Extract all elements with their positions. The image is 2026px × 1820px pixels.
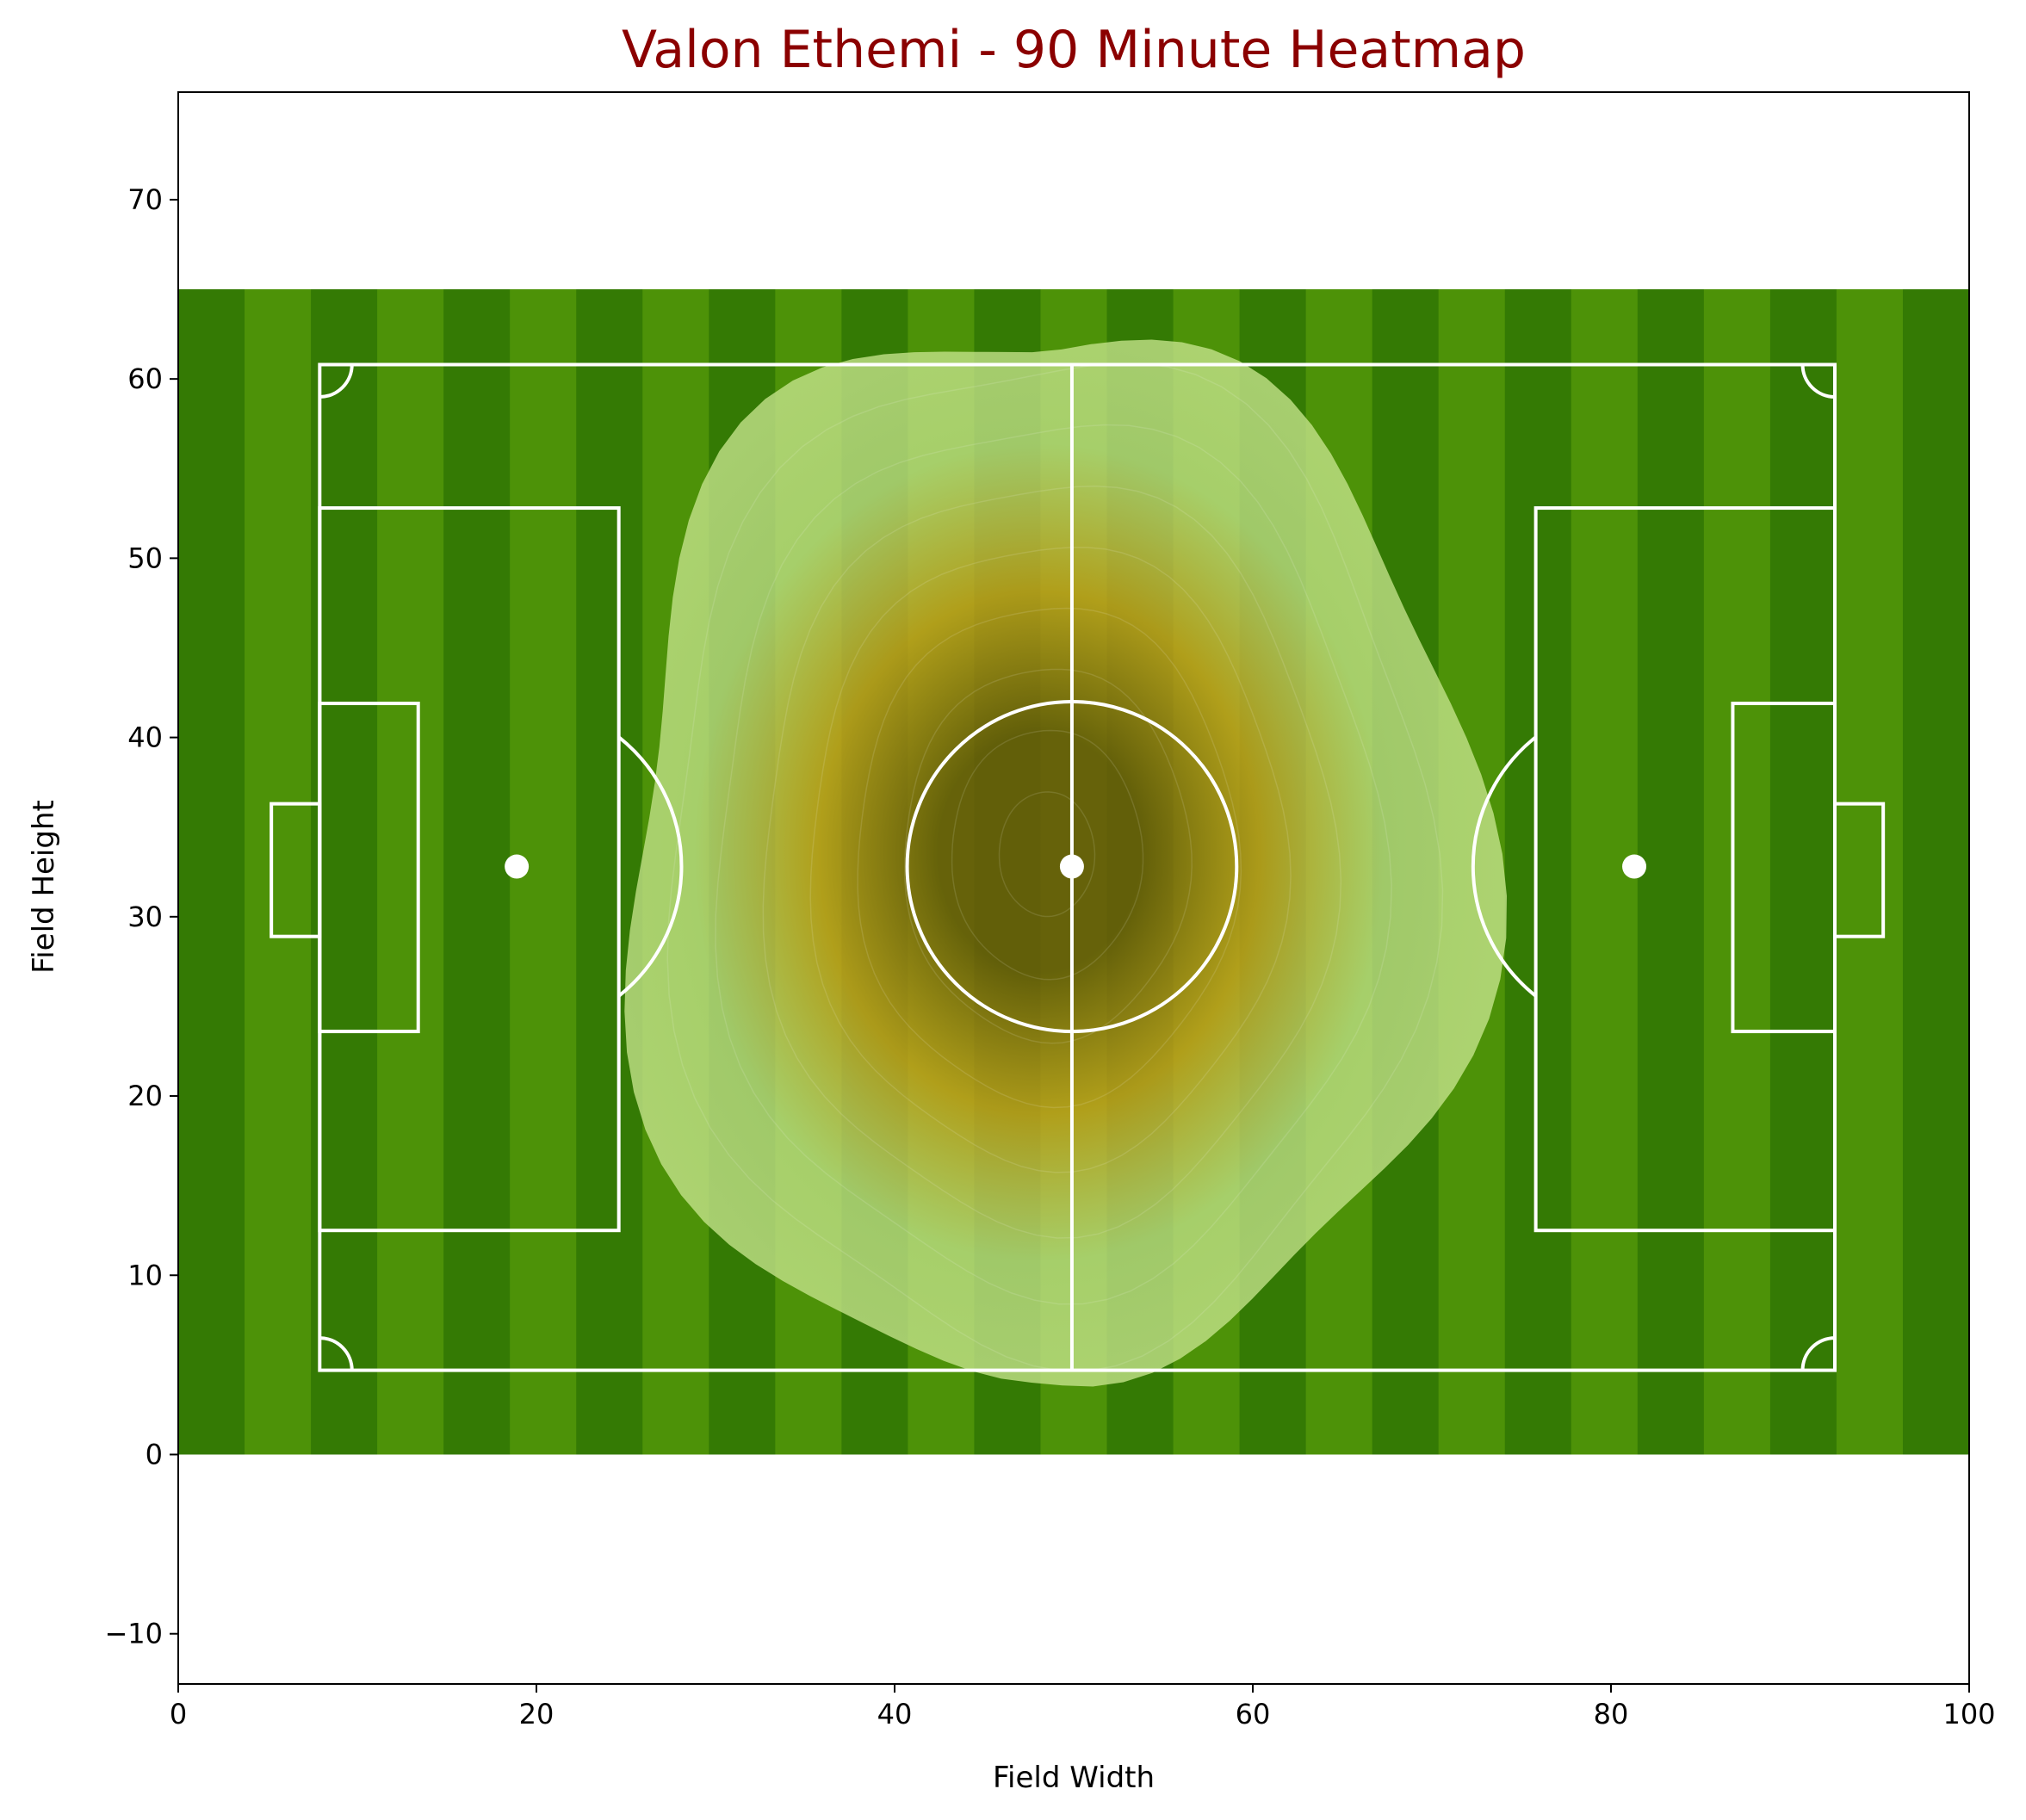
pitch-stripe — [311, 289, 378, 1455]
density-contour — [715, 424, 1392, 1305]
x-axis: 0 20 40 60 80 100 — [170, 1684, 1996, 1730]
density-contour — [857, 607, 1242, 1109]
centre-spot — [1059, 854, 1084, 879]
pitch-stripe — [1836, 289, 1904, 1455]
plot-frame — [177, 91, 1970, 1685]
y-tick-label: 30 — [127, 901, 163, 933]
corner-arc-bottom-left — [319, 1336, 354, 1371]
centre-circle — [905, 699, 1239, 1034]
right-goal — [1833, 802, 1886, 938]
left-goal — [270, 802, 322, 938]
y-tick-label: 60 — [127, 362, 163, 395]
chart-title: Valon Ethemi - 90 Minute Heatmap — [622, 20, 1526, 80]
right-penalty-spot — [1622, 854, 1647, 879]
density-contour — [904, 668, 1193, 1044]
corner-arc-top-left — [319, 364, 354, 399]
y-axis: −10 0 10 20 30 40 50 60 70 — [104, 183, 178, 1650]
pitch-stripe — [443, 289, 511, 1455]
x-tick-label: 0 — [170, 1698, 187, 1730]
pitch-stripe — [245, 289, 312, 1455]
y-tick-label: 40 — [127, 721, 163, 754]
y-tick-label: 70 — [127, 183, 163, 216]
left-penalty-arc — [617, 735, 684, 998]
corner-arc-top-right — [1800, 364, 1836, 399]
pitch-markings — [270, 362, 1886, 1372]
y-tick-label: 0 — [146, 1438, 163, 1470]
y-tick-label: 10 — [127, 1259, 163, 1291]
pitch-stripe — [1504, 289, 1572, 1455]
x-tick-label: 100 — [1942, 1698, 1995, 1730]
pitch-stripe — [1703, 289, 1771, 1455]
y-axis-label: Field Height — [27, 800, 61, 974]
corner-arc-bottom-right — [1800, 1336, 1836, 1371]
right-penalty-arc — [1471, 735, 1537, 998]
density-contour — [809, 547, 1292, 1173]
pitch-stripe — [1769, 289, 1837, 1455]
pitch-stripe — [1902, 289, 1969, 1455]
x-tick-label: 60 — [1236, 1698, 1271, 1730]
x-tick-label: 40 — [877, 1698, 913, 1730]
pitch-stripe — [576, 289, 643, 1455]
density-contour — [762, 485, 1342, 1239]
y-tick-label: 50 — [127, 542, 163, 574]
y-tick-label: −10 — [104, 1618, 163, 1650]
pitch-stripe — [377, 289, 444, 1455]
pitch-stripe — [1637, 289, 1705, 1455]
pitch-stripe — [178, 289, 245, 1455]
x-axis-label: Field Width — [993, 1761, 1155, 1795]
x-tick-label: 20 — [519, 1698, 555, 1730]
left-penalty-spot — [505, 854, 530, 879]
density-contour — [951, 729, 1144, 981]
density-contour — [666, 362, 1444, 1372]
y-tick-label: 20 — [127, 1080, 163, 1112]
x-tick-label: 80 — [1594, 1698, 1629, 1730]
